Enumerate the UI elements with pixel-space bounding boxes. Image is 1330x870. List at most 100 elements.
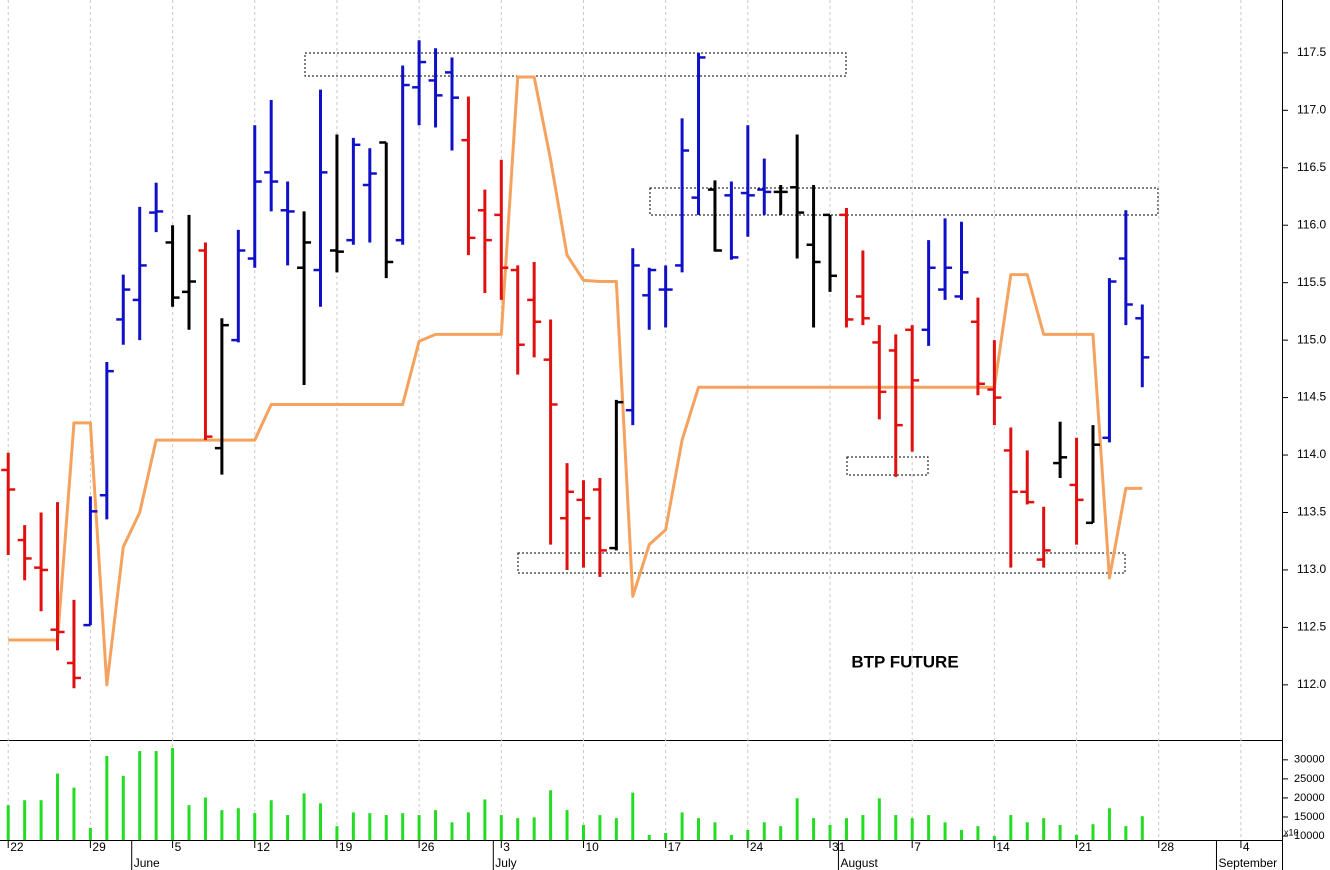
volume-bar [746, 829, 750, 840]
y-tick-label: 113.0 [1297, 562, 1326, 576]
y2-multiplier: x10 [1284, 827, 1299, 837]
annotation: BTP FUTURE [851, 652, 958, 671]
y-tick-label: 117.0 [1297, 102, 1326, 116]
x-tick-label: 3 [503, 840, 510, 854]
x-tick-label: 4 [1243, 840, 1250, 854]
volume-bar [483, 799, 487, 840]
volume-bar [466, 812, 470, 840]
volume-bar [943, 822, 947, 840]
x-tick-label: 12 [257, 840, 271, 854]
volume-bar [384, 815, 388, 840]
range-box [649, 187, 1159, 216]
month-label: June [134, 856, 160, 870]
volume-bar [713, 822, 717, 840]
volume-bar [434, 810, 438, 840]
volume-bar [302, 793, 306, 840]
y-tick-label: 114.0 [1297, 447, 1326, 461]
volume-bar [1075, 834, 1079, 840]
volume-bar [105, 756, 109, 840]
y-tick-label: 113.5 [1297, 505, 1326, 519]
volume-bar [877, 798, 881, 840]
x-tick-label: 19 [339, 840, 353, 854]
volume-bar [598, 815, 602, 840]
volume-bar [1140, 816, 1144, 840]
y-tick-label: 115.5 [1297, 275, 1326, 289]
range-box [846, 456, 929, 476]
volume-bar [88, 828, 92, 840]
volume-bar [861, 815, 865, 840]
y2-tick-label: 25000 [1294, 773, 1325, 785]
volume-bar [121, 775, 125, 840]
volume-bar [450, 822, 454, 840]
volume-bar [187, 805, 191, 840]
volume-bar [516, 818, 520, 840]
x-tick-label: 10 [585, 840, 599, 854]
volume-bar [795, 798, 799, 840]
x-tick-label: 17 [668, 840, 682, 854]
volume-bar [631, 792, 635, 840]
y2-tick-label: 15000 [1294, 811, 1325, 823]
volume-bar [812, 818, 816, 840]
volume-bar [154, 751, 158, 840]
volume-bar [992, 836, 996, 840]
volume-bar [910, 818, 914, 840]
y-tick-label: 116.0 [1297, 217, 1326, 231]
volume-bar [72, 787, 76, 840]
volume-bar [1042, 818, 1046, 840]
x-tick-label: 7 [914, 840, 921, 854]
volume-bar [532, 817, 536, 840]
volume-bar [368, 813, 372, 840]
volume-bar [680, 812, 684, 840]
y-tick-label: 112.0 [1297, 677, 1326, 691]
volume-bar [844, 818, 848, 840]
volume-bar [1025, 822, 1029, 840]
volume-bar [927, 815, 931, 840]
x-tick-label: 28 [1161, 840, 1175, 854]
y2-tick-label: 20000 [1294, 792, 1325, 804]
volume-bar [549, 790, 553, 840]
volume-bar [23, 800, 27, 840]
volume-bar [664, 832, 668, 840]
volume-bar [269, 800, 273, 840]
volume-bar [499, 815, 503, 840]
volume-bar [565, 810, 569, 840]
volume-bar [6, 805, 10, 840]
volume-bar [203, 797, 207, 840]
volume-bar [828, 824, 832, 840]
volume-bar [1058, 824, 1062, 840]
volume-bar [697, 818, 701, 840]
y2-tick-label: 10000 [1294, 830, 1325, 842]
x-tick-label: 22 [10, 840, 24, 854]
range-box [517, 552, 1126, 574]
volume-bar [401, 813, 405, 840]
volume-bar [976, 826, 980, 840]
volume-bar [39, 800, 43, 840]
volume-bar [960, 829, 963, 840]
volume-bar [220, 810, 224, 840]
volume-bar [56, 773, 60, 840]
volume-bar [614, 818, 618, 840]
x-tick-label: 29 [92, 840, 106, 854]
y2-tick-label: 30000 [1294, 754, 1325, 766]
month-label: August [840, 856, 878, 870]
volume-bar [1107, 808, 1111, 840]
volume-bar [647, 834, 651, 840]
x-tick-label: 26 [421, 840, 435, 854]
month-label: July [495, 856, 516, 870]
x-tick-label: 14 [996, 840, 1010, 854]
volume-bar [581, 824, 585, 840]
volume-bar [138, 751, 142, 840]
volume-bar [1009, 815, 1013, 840]
volume-bar [1091, 824, 1095, 840]
volume-bar [253, 813, 257, 840]
volume-bar [335, 826, 339, 840]
y-tick-label: 116.5 [1297, 160, 1326, 174]
trend-line [8, 75, 1143, 687]
volume-bar [729, 834, 733, 840]
volume-bar [762, 822, 766, 840]
volume-bar [319, 803, 322, 840]
y-tick-label: 115.0 [1297, 332, 1326, 346]
x-tick-label: 5 [175, 840, 182, 854]
